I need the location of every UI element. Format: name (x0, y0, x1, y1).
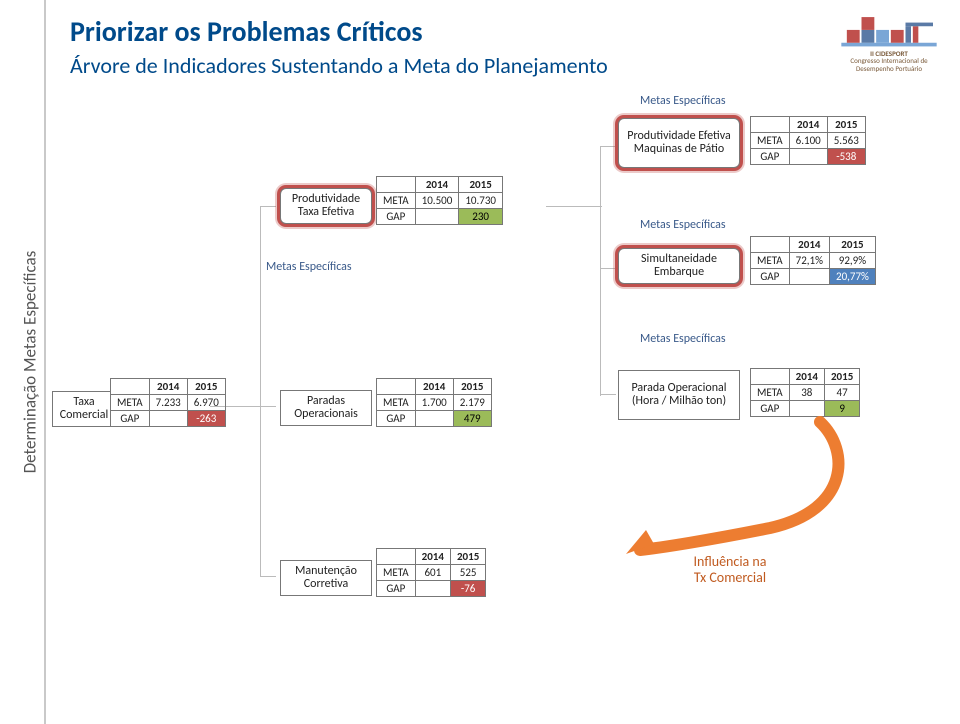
connector-h3 (546, 206, 602, 207)
sidebar-vertical-rule: Determinação Metas Específicas (16, 0, 46, 724)
label-produtividade-taxa-efetiva: Produtividade Taxa Efetiva (280, 188, 372, 224)
table-produtividade-taxa-efetiva: 20142015 META10.50010.730 GAP230 (376, 176, 503, 225)
table-simultaneidade: 20142015 META72,1%92,9% GAP20,77% (750, 236, 876, 285)
connector-h4a (600, 146, 616, 147)
table-manutencao-corretiva: 20142015 META601525 GAP-76 (376, 548, 486, 597)
section-chip-mid2: Metas Específicas (640, 332, 726, 346)
slide-root: Determinação Metas Específicas Priorizar… (0, 0, 960, 724)
influence-text: Influência naTx Comercial (694, 553, 767, 586)
page-subtitle: Árvore de Indicadores Sustentando a Meta… (70, 52, 608, 79)
label-produtividade-maquinas: Produtividade Efetiva Maquinas de Pátio (618, 118, 740, 168)
label-manutencao-corretiva: Manutenção Corretiva (280, 560, 372, 596)
label-paradas-operacionais: Paradas Operacionais (280, 390, 372, 426)
sidebar-vertical-label: Determinação Metas Específicas (20, 251, 41, 474)
connector-h2b (260, 406, 276, 407)
table-paradas-operacionais: 20142015 META1.7002.179 GAP479 (376, 378, 492, 427)
connector-v2 (600, 146, 601, 396)
connector-h2c (260, 576, 276, 577)
section-chip-top: Metas Específicas (640, 94, 726, 108)
influence-arrow-icon (620, 400, 880, 570)
page-title: Priorizar os Problemas Críticos (70, 14, 423, 49)
label-simultaneidade: Simultaneidade Embarque (618, 248, 740, 284)
table-taxa-comercial: 20142015 META7.2336.970 GAP-263 (110, 378, 226, 427)
connector-h4c (600, 394, 616, 395)
table-produtividade-maquinas: 20142015 META6.1005.563 GAP-538 (750, 116, 866, 165)
section-chip-left: Metas Específicas (266, 260, 352, 274)
event-logo-caption: II CIDESPORT Congresso Internacional de … (834, 50, 944, 72)
connector-h4b (600, 268, 616, 269)
logo-line3: Desempenho Portuário (856, 64, 922, 73)
label-taxa-comercial: Taxa Comercial (52, 391, 116, 427)
connector-v1 (260, 206, 261, 576)
influence-label: Influência naTx Comercial (670, 554, 790, 586)
section-chip-mid1: Metas Específicas (640, 218, 726, 232)
connector-h2a (260, 206, 276, 207)
